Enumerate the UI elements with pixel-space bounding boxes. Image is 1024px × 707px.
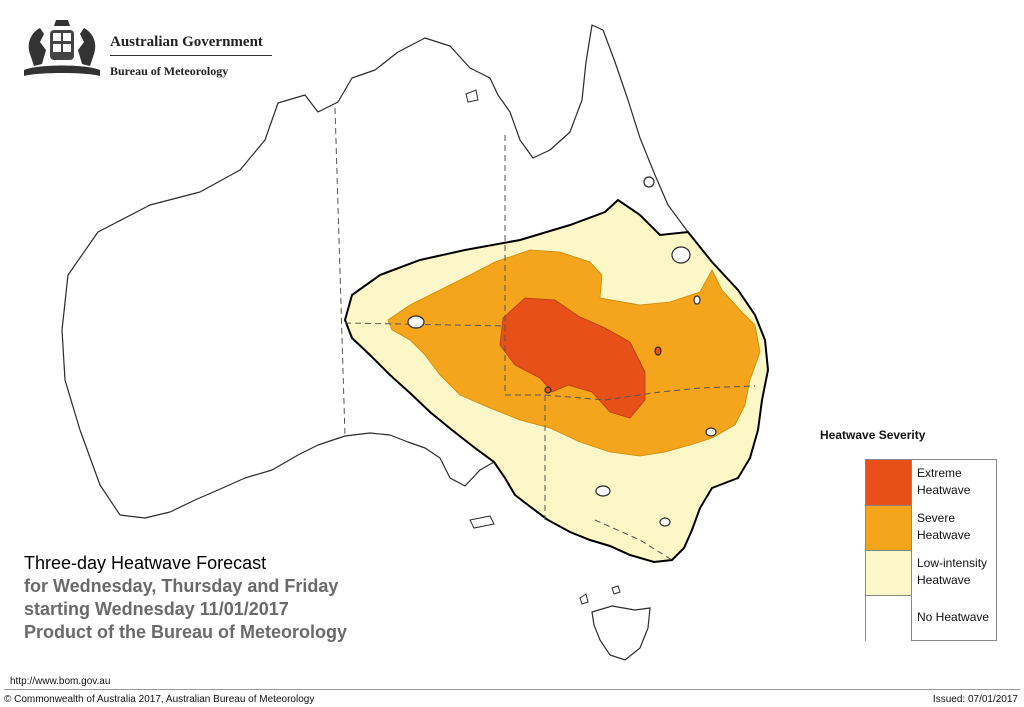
legend-label: Extreme Heatwave (917, 466, 971, 497)
nsw-vic-border (594, 519, 673, 561)
government-name: Australian Government (110, 34, 263, 50)
lakes (407, 176, 717, 527)
bom-url-link[interactable]: http://www.bom.gov.au (10, 676, 111, 687)
low-intensity-swatch (866, 550, 912, 596)
islands (465, 89, 621, 605)
forecast-caption: Three-day Heatwave Forecast for Wednesda… (24, 552, 347, 644)
legend-items: Extreme Heatwave Severe Heatwave Low-int… (865, 459, 997, 641)
extreme-heatwave-region (499, 297, 646, 419)
qld-nsw-border (544, 385, 756, 401)
legend-item-extreme: Extreme Heatwave (866, 460, 996, 505)
severe-swatch (866, 505, 912, 551)
forecast-days: for Wednesday, Thursday and Friday (24, 576, 339, 596)
extreme-swatch (866, 460, 912, 505)
legend-label: Severe Heatwave (917, 511, 971, 542)
bureau-name: Bureau of Meteorology (110, 64, 229, 78)
forecast-title: Three-day Heatwave Forecast (24, 553, 267, 573)
legend-item-severe: Severe Heatwave (866, 505, 996, 551)
legend-item-none: No Heatwave (866, 595, 996, 641)
wa-border (334, 107, 346, 437)
nt-sa-border (344, 322, 506, 327)
severity-legend: Heatwave Severity Extreme Heatwave Sever… (820, 428, 1010, 641)
state-borders (334, 107, 756, 561)
footer-divider (4, 689, 1020, 690)
legend-label: Low-intensity Heatwave (917, 556, 988, 587)
tasmania (591, 605, 651, 661)
legend-title: Heatwave Severity (820, 428, 926, 442)
logo-divider (110, 55, 272, 56)
coat-of-arms-icon (24, 20, 100, 76)
no-heatwave-swatch (866, 595, 912, 641)
bureau-logo-block: Australian Government Bureau of Meteorol… (18, 14, 278, 86)
legend-label: No Heatwave (917, 610, 990, 624)
issued-date: Issued: 07/01/2017 (932, 694, 1018, 705)
legend-item-low-intensity: Low-intensity Heatwave (866, 550, 996, 596)
copyright-notice: © Commonwealth of Australia 2017, Austra… (4, 694, 315, 705)
forecast-start-date: starting Wednesday 11/01/2017 (24, 599, 289, 619)
forecast-product: Product of the Bureau of Meteorology (24, 622, 348, 642)
